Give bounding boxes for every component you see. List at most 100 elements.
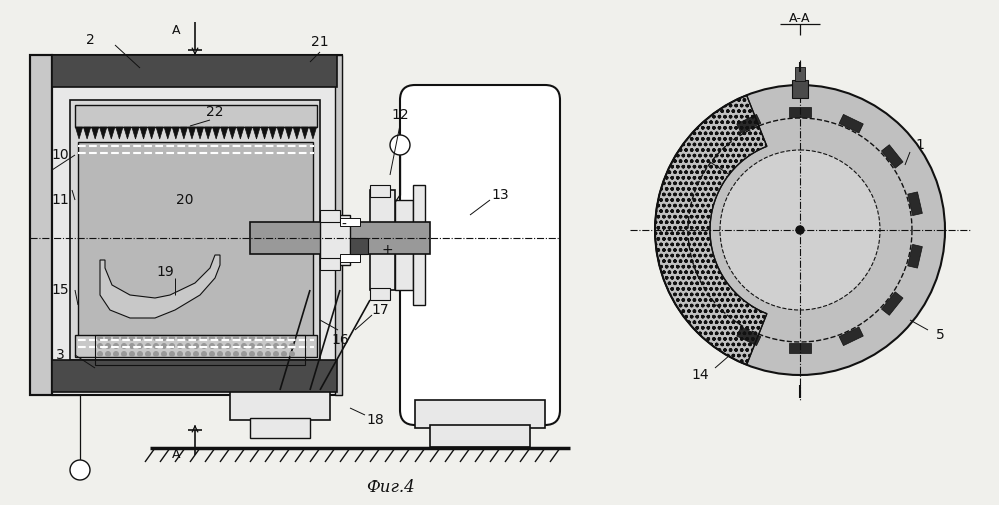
- Circle shape: [281, 343, 287, 349]
- Circle shape: [209, 343, 215, 349]
- Text: 22: 22: [206, 105, 224, 119]
- Polygon shape: [310, 127, 317, 139]
- Polygon shape: [156, 127, 163, 139]
- Text: 10: 10: [51, 148, 69, 162]
- Polygon shape: [213, 127, 220, 139]
- Circle shape: [281, 335, 287, 341]
- Circle shape: [209, 335, 215, 341]
- Circle shape: [145, 335, 151, 341]
- Circle shape: [169, 335, 175, 341]
- Circle shape: [121, 335, 127, 341]
- Circle shape: [97, 343, 103, 349]
- Polygon shape: [100, 255, 220, 318]
- Bar: [395, 200, 413, 290]
- Polygon shape: [245, 127, 252, 139]
- Circle shape: [121, 343, 127, 349]
- Polygon shape: [124, 127, 131, 139]
- Bar: [250, 418, 310, 438]
- Circle shape: [185, 343, 191, 349]
- Circle shape: [105, 335, 111, 341]
- Circle shape: [257, 343, 263, 349]
- Bar: [370, 185, 390, 197]
- Bar: [881, 145, 903, 168]
- Text: 18: 18: [366, 413, 384, 427]
- Circle shape: [225, 343, 231, 349]
- Text: 20: 20: [176, 193, 194, 207]
- Circle shape: [201, 335, 207, 341]
- Circle shape: [796, 226, 804, 234]
- Circle shape: [145, 351, 151, 357]
- Circle shape: [153, 351, 159, 357]
- Polygon shape: [100, 127, 107, 139]
- Circle shape: [289, 335, 295, 341]
- Bar: [350, 238, 368, 254]
- Text: 21: 21: [311, 35, 329, 49]
- Bar: [75, 105, 317, 127]
- Circle shape: [289, 343, 295, 349]
- Circle shape: [273, 343, 279, 349]
- Polygon shape: [180, 127, 188, 139]
- Text: +: +: [382, 243, 393, 257]
- Circle shape: [217, 343, 223, 349]
- Polygon shape: [116, 127, 123, 139]
- Bar: [789, 343, 811, 353]
- Text: 16: 16: [331, 333, 349, 347]
- Text: 3: 3: [56, 348, 64, 362]
- Circle shape: [273, 351, 279, 357]
- Circle shape: [233, 351, 239, 357]
- Polygon shape: [701, 116, 899, 314]
- Polygon shape: [293, 127, 301, 139]
- Text: 12: 12: [392, 108, 409, 122]
- Circle shape: [233, 343, 239, 349]
- Circle shape: [97, 335, 103, 341]
- Circle shape: [105, 351, 111, 357]
- Text: -: -: [342, 218, 347, 232]
- Circle shape: [129, 335, 135, 341]
- Text: 2: 2: [86, 33, 94, 47]
- Polygon shape: [84, 127, 91, 139]
- Text: А-А: А-А: [789, 12, 811, 25]
- Circle shape: [233, 335, 239, 341]
- Bar: [430, 425, 530, 447]
- Polygon shape: [205, 127, 212, 139]
- Polygon shape: [140, 127, 147, 139]
- Circle shape: [249, 343, 255, 349]
- Bar: [230, 390, 330, 420]
- Bar: [792, 80, 808, 98]
- Bar: [75, 335, 317, 357]
- Bar: [789, 107, 811, 117]
- Bar: [370, 288, 390, 300]
- Circle shape: [193, 343, 199, 349]
- Bar: [839, 115, 863, 133]
- Circle shape: [257, 351, 263, 357]
- Circle shape: [70, 460, 90, 480]
- Circle shape: [177, 343, 183, 349]
- Circle shape: [137, 335, 143, 341]
- Circle shape: [265, 351, 271, 357]
- Circle shape: [105, 343, 111, 349]
- Polygon shape: [277, 127, 285, 139]
- Bar: [795, 67, 805, 81]
- Polygon shape: [75, 127, 83, 139]
- Text: А: А: [172, 24, 180, 36]
- Circle shape: [249, 335, 255, 341]
- Bar: [370, 190, 395, 290]
- Text: 9: 9: [690, 148, 699, 162]
- Bar: [70, 100, 320, 360]
- Polygon shape: [229, 127, 236, 139]
- Circle shape: [129, 343, 135, 349]
- Text: 15: 15: [51, 283, 69, 297]
- Circle shape: [169, 343, 175, 349]
- Circle shape: [257, 335, 263, 341]
- Text: 1: 1: [915, 138, 924, 152]
- Polygon shape: [261, 127, 268, 139]
- Bar: [78, 142, 313, 337]
- Bar: [320, 215, 350, 265]
- Bar: [320, 258, 340, 270]
- Polygon shape: [108, 127, 115, 139]
- Circle shape: [241, 343, 247, 349]
- Bar: [52, 55, 342, 395]
- Polygon shape: [164, 127, 172, 139]
- Text: Фиг.4: Фиг.4: [366, 479, 415, 495]
- Bar: [908, 244, 922, 268]
